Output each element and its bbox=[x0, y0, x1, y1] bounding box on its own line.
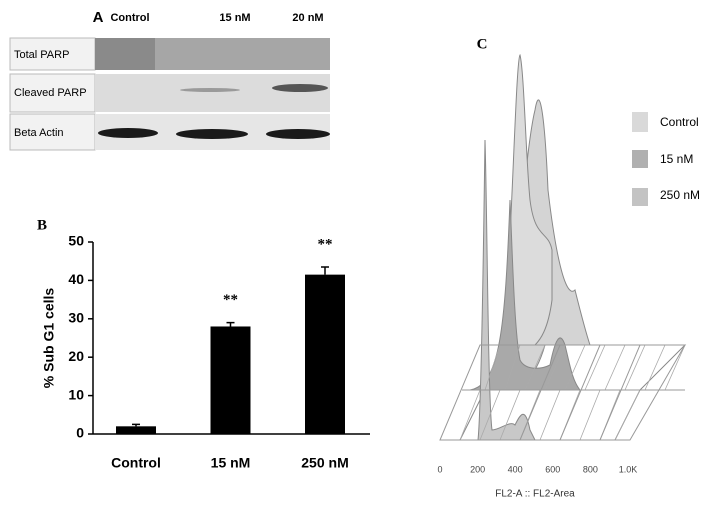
x-tick-label: 800 bbox=[583, 464, 598, 474]
x-tick-label: 15 nM bbox=[211, 455, 251, 471]
legend-swatch bbox=[632, 112, 648, 132]
panel-label: B bbox=[37, 217, 47, 233]
y-tick-label: 50 bbox=[68, 233, 84, 249]
y-tick-label: 40 bbox=[68, 271, 84, 287]
bar bbox=[116, 426, 156, 434]
annotation: ** bbox=[223, 292, 238, 308]
x-axis-label: FL2-A :: FL2-Area bbox=[495, 489, 575, 500]
y-axis-label: % Sub G1 cells bbox=[41, 288, 57, 389]
column-label: 20 nM bbox=[292, 12, 323, 24]
x-tick-label: 0 bbox=[437, 464, 442, 474]
histogram-labels: Control 15 nM 250 nM 0 200 400 600 800 1.0K FL2-A… bbox=[437, 115, 700, 499]
column-label: Control bbox=[110, 12, 149, 24]
bar bbox=[305, 274, 345, 434]
legend-swatch bbox=[632, 150, 648, 168]
histogram-overlay bbox=[439, 54, 687, 441]
panel-label: C bbox=[477, 36, 488, 52]
y-tick-label: 0 bbox=[76, 425, 84, 441]
blot bbox=[9, 37, 330, 151]
x-tick-label: 200 bbox=[470, 464, 485, 474]
row-label: Total PARP bbox=[14, 49, 69, 61]
x-tick-label: 1.0K bbox=[619, 464, 638, 474]
legend-label: 250 nM bbox=[660, 188, 700, 202]
panel-label: A bbox=[93, 9, 104, 26]
row-label: Beta Actin bbox=[14, 127, 64, 139]
error-bar bbox=[226, 321, 235, 327]
annotation: ** bbox=[318, 236, 333, 252]
error-bar bbox=[132, 423, 140, 427]
bar bbox=[210, 326, 251, 434]
legend-label: Control bbox=[660, 115, 699, 129]
bar-chart: 0 10 20 30 40 50 Control 15 nM 250 nM ** ** bbox=[68, 233, 370, 471]
legend-label: 15 nM bbox=[660, 152, 693, 166]
x-tick-label: Control bbox=[111, 455, 161, 471]
x-tick-label: 400 bbox=[508, 464, 523, 474]
y-tick-label: 10 bbox=[68, 386, 84, 402]
x-tick-label: 250 nM bbox=[301, 455, 348, 471]
y-tick-label: 30 bbox=[68, 310, 84, 326]
blot-labels: Control 15 nM 20 nM Total PARP Cleaved PARP B… bbox=[14, 12, 324, 139]
column-label: 15 nM bbox=[219, 12, 250, 24]
y-tick-label: 20 bbox=[68, 348, 84, 364]
error-bar bbox=[321, 266, 329, 275]
legend-swatch bbox=[632, 188, 648, 206]
row-label: Cleaved PARP bbox=[14, 87, 87, 99]
x-tick-label: 600 bbox=[545, 464, 560, 474]
